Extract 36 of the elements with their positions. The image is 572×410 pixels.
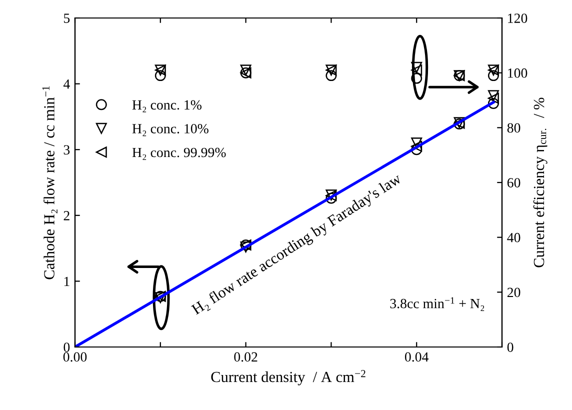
- y-tick-label: 4: [63, 79, 70, 89]
- point: [411, 62, 422, 73]
- y2-tick-label: 20: [507, 288, 520, 298]
- y2-tick-label: 40: [507, 232, 520, 242]
- point: [411, 64, 422, 76]
- y-tick-label: 1: [64, 276, 70, 286]
- y2-tick-label: 60: [507, 178, 520, 188]
- y2-tick-label: 120: [508, 14, 528, 23]
- legend-label: H₂ conc. 10%: [132, 124, 208, 136]
- point: [411, 144, 422, 156]
- y-tick-label: 2: [64, 211, 70, 220]
- point: [411, 140, 422, 152]
- y-axis-title: Cathode H₂ flow rate / cc min$^{−1}$: [42, 86, 58, 280]
- legend-label: H₂ conc. 99.99%: [132, 148, 226, 160]
- y-tick-label: 0: [64, 342, 70, 352]
- point: [240, 64, 252, 76]
- y-tick-label: 3: [64, 145, 70, 155]
- point: [488, 90, 499, 102]
- annotation: 3.8cc min$^{−1}$ + N₂: [390, 297, 484, 311]
- point: [488, 92, 499, 104]
- point: [154, 70, 166, 82]
- x-tick-label: 0.00: [63, 352, 87, 362]
- point: [326, 70, 337, 82]
- y2-tick-label: 100: [508, 68, 528, 78]
- y-tick-label: 5: [64, 14, 70, 23]
- y2-tick-label: 80: [507, 123, 520, 133]
- point: [411, 72, 422, 84]
- point: [411, 138, 422, 149]
- point: [488, 98, 499, 110]
- legend-label: H₂ conc. 1%: [132, 100, 202, 112]
- y2-tick-label: 0: [507, 342, 514, 352]
- point: [488, 70, 499, 82]
- x-tick-label: 0.04: [404, 352, 429, 362]
- y2-axis-title: Current efficiency η$_{cur.}$ / %: [533, 98, 548, 268]
- x-axis-title: Current density / A cm$^{−2}$: [211, 370, 366, 386]
- x-tick-label: 0.02: [234, 352, 258, 362]
